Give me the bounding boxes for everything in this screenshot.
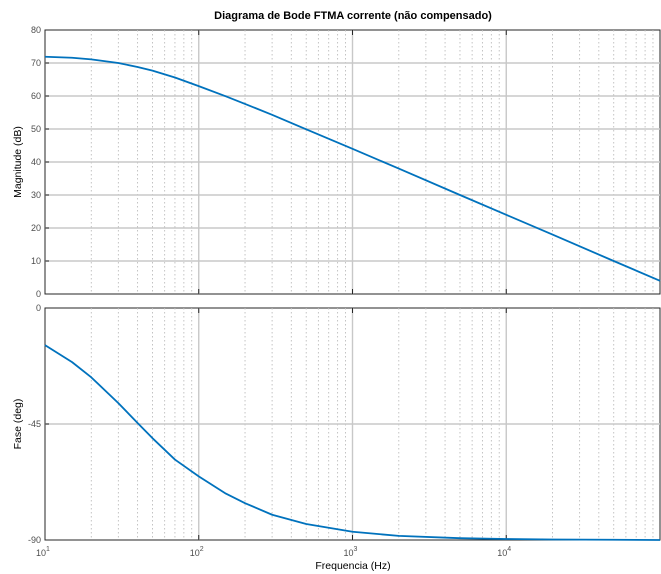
magnitude-y-tick-label: 50 [31, 124, 41, 134]
magnitude-y-tick-label: 80 [31, 25, 41, 35]
magnitude-y-tick-label: 20 [31, 223, 41, 233]
phase-y-tick-label: 0 [36, 303, 41, 313]
magnitude-series-line [44, 55, 661, 282]
magnitude-y-tick-label: 0 [36, 289, 41, 299]
phase-y-axis-label: Fase (deg) [12, 399, 24, 450]
magnitude-y-tick-label: 40 [31, 157, 41, 167]
magnitude-y-tick-label: 60 [31, 91, 41, 101]
magnitude-y-tick-label: 70 [31, 58, 41, 68]
phase-y-tick-label: -90 [28, 535, 41, 545]
x-tick-label: 101 [36, 546, 50, 558]
x-tick-label: 102 [190, 546, 204, 558]
phase-plot: -90 -45 0 101 102 103 104 [28, 303, 661, 558]
phase-series-line [44, 344, 661, 541]
magnitude-y-axis-label: Magnitude (dB) [12, 126, 24, 198]
x-tick-label: 104 [497, 546, 511, 558]
magnitude-chart-title: Diagrama de Bode FTMA corrente (não comp… [214, 10, 492, 22]
phase-y-tick-label: -45 [28, 419, 41, 429]
magnitude-y-tick-label: 10 [31, 256, 41, 266]
x-tick-label: 103 [344, 546, 358, 558]
magnitude-y-tick-label: 30 [31, 190, 41, 200]
magnitude-plot: 0 10 20 30 40 50 60 70 80 [31, 25, 661, 299]
frequency-x-axis-label: Frequencia (Hz) [315, 560, 390, 572]
